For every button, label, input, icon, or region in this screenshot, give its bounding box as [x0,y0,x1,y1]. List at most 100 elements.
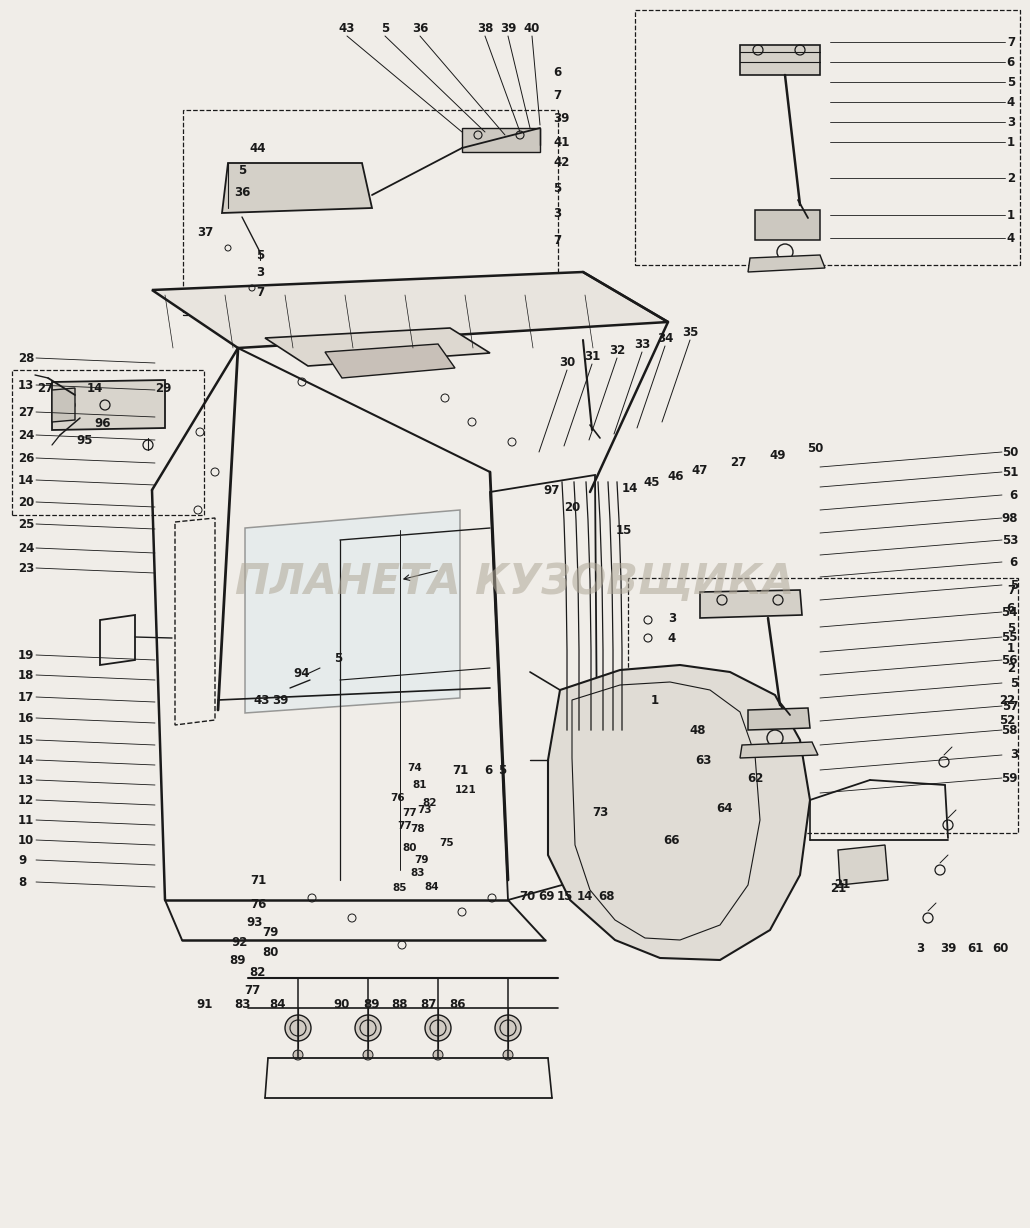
Text: 48: 48 [690,723,707,737]
Text: 95: 95 [77,433,94,447]
Text: 76: 76 [250,899,266,911]
Circle shape [285,1016,311,1041]
Text: 80: 80 [403,842,417,853]
Bar [12,370,204,515]
Text: 16: 16 [18,711,34,725]
Text: 97: 97 [544,484,560,496]
Text: 96: 96 [95,416,111,430]
Text: 98: 98 [1001,512,1018,524]
Text: 5: 5 [1009,677,1018,689]
Text: 39: 39 [272,694,288,706]
Text: 36: 36 [412,22,428,34]
Text: 92: 92 [232,936,248,948]
Text: 31: 31 [584,350,600,362]
Text: 3: 3 [916,942,924,954]
Text: 46: 46 [667,469,684,483]
Text: 14: 14 [577,890,593,904]
Text: 45: 45 [644,475,660,489]
Text: 35: 35 [682,325,698,339]
Text: 74: 74 [408,763,422,772]
Text: 28: 28 [18,351,34,365]
Text: 88: 88 [391,998,408,1012]
Polygon shape [325,344,455,378]
Text: 7: 7 [553,88,561,102]
Text: 50: 50 [806,442,823,454]
Text: 70: 70 [519,890,536,904]
Text: 24: 24 [18,429,34,442]
Text: 33: 33 [633,338,650,350]
Text: 121: 121 [455,785,477,795]
Text: 13: 13 [18,378,34,392]
Text: 83: 83 [411,868,425,878]
Text: 78: 78 [411,824,425,834]
Text: 22: 22 [999,694,1015,706]
Text: 15: 15 [18,733,34,747]
Text: 62: 62 [747,771,763,785]
Bar [628,578,1018,833]
Text: 77: 77 [244,984,261,996]
Text: 5: 5 [497,764,506,776]
Text: 4: 4 [1006,96,1015,108]
Text: 34: 34 [657,332,674,345]
Text: 3: 3 [255,265,264,279]
Text: 68: 68 [598,890,615,904]
Text: 27: 27 [18,405,34,419]
Text: 5: 5 [1009,578,1018,592]
Text: 8: 8 [18,876,26,889]
Text: 9: 9 [18,853,26,867]
Text: 56: 56 [1001,653,1018,667]
Text: 6: 6 [1006,602,1015,614]
Text: 85: 85 [392,883,407,893]
Text: 39: 39 [553,112,570,124]
Polygon shape [462,128,540,152]
Text: 41: 41 [553,135,570,149]
Text: 30: 30 [559,355,575,368]
Text: 40: 40 [524,22,540,34]
Text: 71: 71 [452,764,468,776]
Text: 55: 55 [1001,630,1018,643]
Text: 1: 1 [1007,209,1015,221]
Text: 52: 52 [999,713,1015,727]
Text: 80: 80 [262,946,278,959]
Text: 4: 4 [1006,232,1015,244]
Text: 21: 21 [830,882,846,894]
Text: 20: 20 [563,501,580,513]
Text: 14: 14 [622,481,639,495]
Text: 2: 2 [1007,662,1015,674]
Text: 7: 7 [1007,36,1015,48]
Text: 91: 91 [197,998,213,1012]
Text: 25: 25 [18,517,34,530]
Text: 1: 1 [651,694,659,706]
Text: 39: 39 [500,22,516,34]
Text: 15: 15 [557,890,573,904]
Text: 64: 64 [717,802,733,814]
Text: 57: 57 [1001,700,1018,712]
Text: 38: 38 [477,22,493,34]
Text: 5: 5 [238,163,246,177]
Circle shape [495,1016,521,1041]
Text: 3: 3 [667,612,676,625]
Text: 27: 27 [37,382,54,394]
Text: 6: 6 [1009,489,1018,501]
Circle shape [433,1050,443,1060]
Polygon shape [152,271,668,348]
Text: 69: 69 [539,890,555,904]
Text: 14: 14 [18,474,34,486]
Polygon shape [838,845,888,885]
Text: 7: 7 [553,233,561,247]
Text: 44: 44 [249,141,266,155]
Text: 12: 12 [18,793,34,807]
Text: 3: 3 [553,206,561,220]
Text: 37: 37 [197,226,213,238]
Text: 5: 5 [553,182,561,194]
Polygon shape [755,210,820,239]
Polygon shape [222,163,372,212]
Text: 5: 5 [334,652,342,664]
Text: 79: 79 [415,855,430,865]
Polygon shape [548,666,810,960]
Text: 84: 84 [424,882,440,892]
Text: 11: 11 [18,813,34,826]
Text: 1: 1 [1007,135,1015,149]
Polygon shape [265,328,490,366]
Polygon shape [52,379,165,430]
